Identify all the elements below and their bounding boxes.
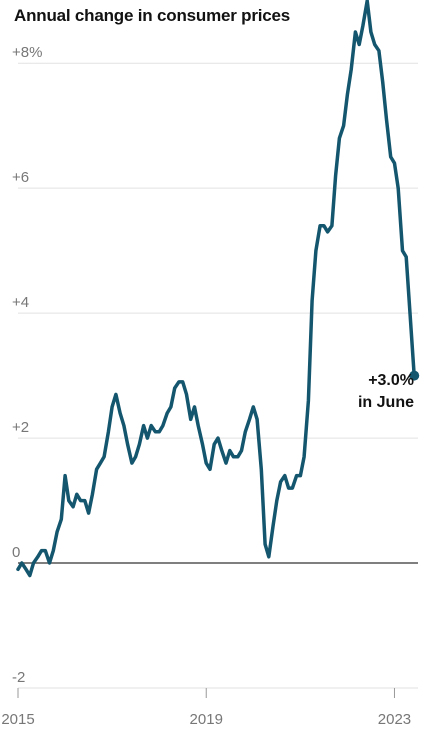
y-tick-label: +8%: [12, 44, 42, 61]
y-tick-label: +2: [12, 419, 29, 436]
x-axis-ticks: 2015 2019 2023: [1, 688, 411, 728]
chart-title: Annual change in consumer prices: [14, 6, 291, 25]
x-tick-label: 2023: [378, 711, 411, 728]
annotation-period: in June: [357, 394, 414, 411]
y-tick-label: +6: [12, 169, 29, 186]
annotation-value: +3.0%: [368, 372, 414, 389]
cpi-series-line: [16, 0, 416, 578]
y-tick-label: -2: [12, 669, 25, 686]
y-axis-tick-labels: +8% +6 +4 +2 0 -2: [12, 44, 42, 686]
x-tick-label: 2019: [190, 711, 223, 728]
plot-area: [16, 0, 420, 578]
y-tick-label: 0: [12, 544, 20, 561]
x-tick-label: 2015: [1, 711, 34, 728]
latest-value-annotation: +3.0% in June: [336, 370, 414, 414]
y-tick-label: +4: [12, 294, 29, 311]
latest-point-marker: [409, 370, 420, 381]
